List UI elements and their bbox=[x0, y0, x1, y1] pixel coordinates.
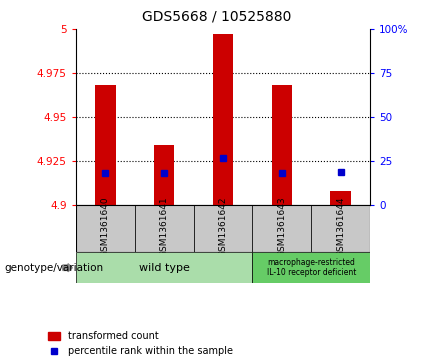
Legend: transformed count, percentile rank within the sample: transformed count, percentile rank withi… bbox=[48, 331, 233, 356]
Text: wild type: wild type bbox=[139, 263, 190, 273]
Bar bbox=[76, 205, 135, 252]
Bar bbox=[311, 205, 370, 252]
Text: GSM1361644: GSM1361644 bbox=[336, 196, 345, 257]
Text: GSM1361641: GSM1361641 bbox=[160, 196, 168, 257]
Text: GSM1361642: GSM1361642 bbox=[219, 196, 227, 257]
Text: GDS5668 / 10525880: GDS5668 / 10525880 bbox=[142, 9, 291, 23]
Bar bbox=[330, 191, 351, 205]
Bar bbox=[252, 252, 370, 283]
Bar bbox=[194, 205, 252, 252]
Bar bbox=[252, 205, 311, 252]
Text: GSM1361643: GSM1361643 bbox=[278, 196, 286, 257]
Text: genotype/variation: genotype/variation bbox=[4, 263, 103, 273]
Text: macrophage-restricted
IL-10 receptor deficient: macrophage-restricted IL-10 receptor def… bbox=[267, 258, 356, 277]
Bar bbox=[76, 252, 252, 283]
Bar bbox=[271, 85, 292, 205]
Text: GSM1361640: GSM1361640 bbox=[101, 196, 110, 257]
Bar bbox=[135, 205, 194, 252]
Bar bbox=[213, 34, 233, 205]
Bar bbox=[95, 85, 116, 205]
Bar bbox=[154, 145, 174, 205]
